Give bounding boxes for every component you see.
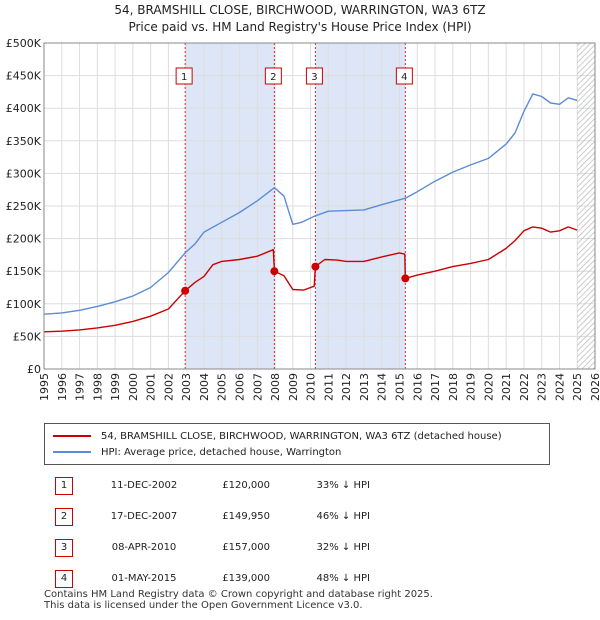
x-tick-label: 2004 xyxy=(198,373,211,401)
sale-point xyxy=(270,267,279,276)
sale-hpi-diff: 32% ↓ HPI xyxy=(316,542,370,553)
y-tick-label: £300K xyxy=(6,167,42,180)
sale-number-badge: 4 xyxy=(55,569,73,588)
sale-date: 01-MAY-2015 xyxy=(111,573,177,584)
x-tick-label: 1997 xyxy=(74,373,87,401)
sale-price: £139,000 xyxy=(222,573,270,584)
x-tick-label: 1999 xyxy=(109,373,122,401)
y-tick-label: £0 xyxy=(27,363,41,376)
x-tick-label: 2012 xyxy=(340,373,353,401)
footer-line-2: This data is licensed under the Open Gov… xyxy=(44,600,363,611)
sale-hpi-diff: 46% ↓ HPI xyxy=(316,511,370,522)
x-tick-label: 2017 xyxy=(429,373,442,401)
plot-frame xyxy=(43,42,596,370)
y-tick-label: £150K xyxy=(6,265,42,278)
sale-badge-label: 1 xyxy=(181,72,187,83)
x-tick-label: 2016 xyxy=(411,373,424,401)
x-tick-label: 2022 xyxy=(518,373,531,401)
table-row: 1 11-DEC-2002 £120,000 33% ↓ HPI xyxy=(40,470,370,501)
price-chart: 1 2 3 4 £0 £50K £100K £150K £200K £250K £300K £350… xyxy=(6,37,600,401)
table-row: 4 01-MAY-2015 £139,000 48% ↓ HPI xyxy=(40,563,370,594)
y-tick-label: £450K xyxy=(6,70,42,83)
sale-point xyxy=(401,274,410,283)
sale-point xyxy=(311,262,320,271)
hpi-series-line xyxy=(43,93,578,315)
footer-line-1: Contains HM Land Registry data © Crown c… xyxy=(44,589,433,600)
y-tick-label: £250K xyxy=(6,200,42,213)
x-tick-label: 2026 xyxy=(589,373,600,401)
sale-price: £149,950 xyxy=(222,511,270,522)
sale-price: £120,000 xyxy=(222,480,270,491)
x-tick-label: 2007 xyxy=(251,373,264,401)
sale-badge-label: 2 xyxy=(270,72,276,83)
y-tick-label: £200K xyxy=(6,233,42,246)
legend-swatch-hpi xyxy=(53,451,91,453)
sale-point xyxy=(181,286,190,295)
sale-hpi-diff: 48% ↓ HPI xyxy=(316,573,370,584)
legend-label-price-paid: 54, BRAMSHILL CLOSE, BIRCHWOOD, WARRINGT… xyxy=(101,430,502,442)
x-tick-label: 2023 xyxy=(536,373,549,401)
y-tick-label: £350K xyxy=(6,135,42,148)
chart-legend: 54, BRAMSHILL CLOSE, BIRCHWOOD, WARRINGT… xyxy=(44,423,550,465)
x-tick-label: 2003 xyxy=(180,373,193,401)
sales-table: 1 11-DEC-2002 £120,000 33% ↓ HPI 2 17-DE… xyxy=(40,470,370,594)
sale-badge-box xyxy=(395,67,413,85)
x-tick-label: 2021 xyxy=(500,373,513,401)
sale-date: 11-DEC-2002 xyxy=(110,480,178,491)
forecast-hatch xyxy=(577,43,595,369)
x-tick-label: 2005 xyxy=(216,373,229,401)
sale-date: 08-APR-2010 xyxy=(111,542,177,553)
x-tick-label: 1995 xyxy=(38,373,51,401)
x-tick-label: 2006 xyxy=(234,373,247,401)
legend-item-hpi: HPI: Average price, detached house, Warr… xyxy=(53,444,341,460)
sale-number-badge: 2 xyxy=(55,507,73,526)
sale-badge-box xyxy=(264,67,282,85)
x-tick-label: 2001 xyxy=(145,373,158,401)
x-tick-label: 2009 xyxy=(287,373,300,401)
x-tick-label: 2015 xyxy=(393,373,406,401)
x-tick-label: 2014 xyxy=(376,373,389,401)
y-tick-label: £50K xyxy=(13,330,42,343)
x-tick-label: 2002 xyxy=(162,373,175,401)
x-tick-label: 2024 xyxy=(553,373,566,401)
sale-badge-box xyxy=(305,67,323,85)
price-paid-series-line xyxy=(43,226,578,333)
sale-date: 17-DEC-2007 xyxy=(110,511,178,522)
x-tick-label: 1998 xyxy=(91,373,104,401)
table-row: 3 08-APR-2010 £157,000 32% ↓ HPI xyxy=(40,532,370,563)
x-tick-label: 2025 xyxy=(571,373,584,401)
x-tick-label: 2013 xyxy=(358,373,371,401)
table-row: 2 17-DEC-2007 £149,950 46% ↓ HPI xyxy=(40,501,370,532)
y-tick-label: £400K xyxy=(6,102,42,115)
sale-price: £157,000 xyxy=(222,542,270,553)
sale-badge-label: 3 xyxy=(311,72,317,83)
x-tick-label: 2019 xyxy=(465,373,478,401)
legend-label-hpi: HPI: Average price, detached house, Warr… xyxy=(101,446,342,458)
sale-hpi-diff: 33% ↓ HPI xyxy=(316,480,370,491)
sale-badge-box xyxy=(175,67,193,85)
footer-attribution: Contains HM Land Registry data © Crown c… xyxy=(44,589,433,611)
x-tick-label: 1996 xyxy=(56,373,69,401)
legend-item-price-paid: 54, BRAMSHILL CLOSE, BIRCHWOOD, WARRINGT… xyxy=(53,428,502,444)
y-tick-label: £100K xyxy=(6,298,42,311)
x-tick-label: 2008 xyxy=(269,373,282,401)
x-tick-label: 2010 xyxy=(305,373,318,401)
legend-swatch-price-paid xyxy=(53,435,91,437)
x-tick-label: 2018 xyxy=(447,373,460,401)
chart-subtitle: Price paid vs. HM Land Registry's House … xyxy=(128,20,472,34)
x-tick-label: 2011 xyxy=(322,373,335,401)
chart-title: 54, BRAMSHILL CLOSE, BIRCHWOOD, WARRINGT… xyxy=(114,3,486,17)
y-tick-label: £500K xyxy=(6,37,42,50)
sale-number-badge: 1 xyxy=(55,476,73,495)
x-tick-label: 2000 xyxy=(127,373,140,401)
sale-number-badge: 3 xyxy=(55,538,73,557)
x-tick-label: 2020 xyxy=(482,373,495,401)
sale-badge-label: 4 xyxy=(401,72,407,83)
